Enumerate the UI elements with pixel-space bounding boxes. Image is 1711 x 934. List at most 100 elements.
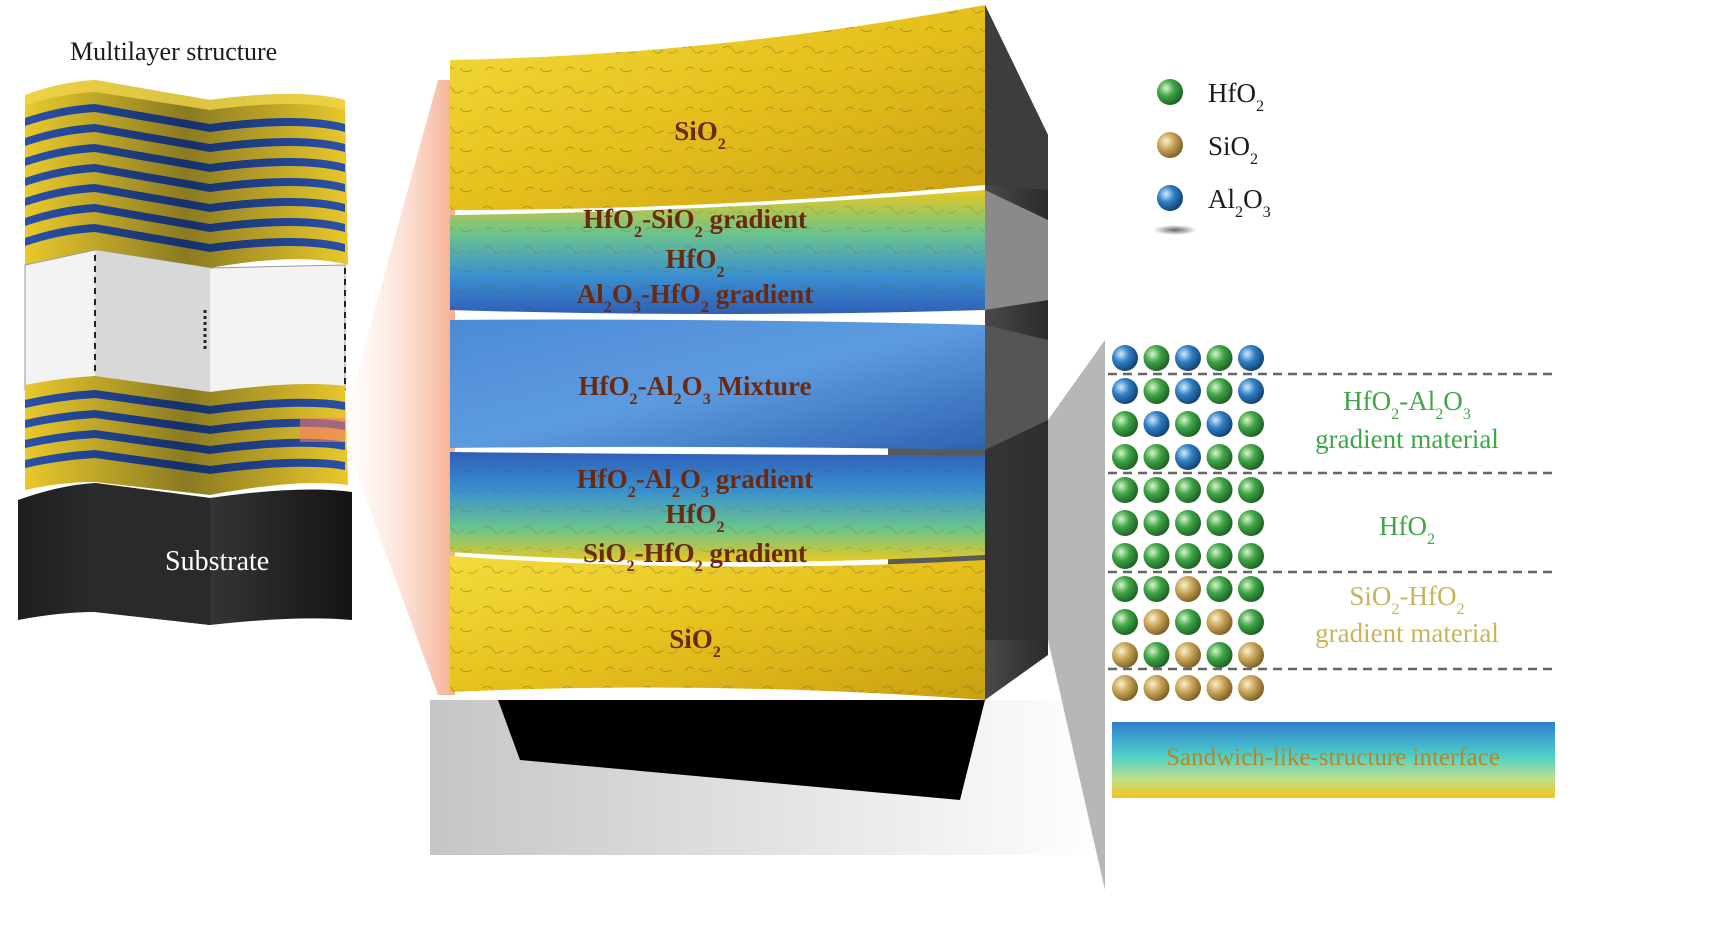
subscript: 2 — [718, 135, 726, 153]
layer-mixture — [450, 319, 1048, 450]
atom-ball — [1112, 675, 1138, 701]
atom-ball — [1143, 345, 1170, 371]
formula-part: -HfO — [1400, 581, 1457, 611]
middle-gap — [24, 249, 346, 396]
formula-part: Mixture — [711, 371, 812, 401]
subscript: 2 — [1250, 150, 1258, 168]
layer-label: HfO2-Al2O3 Mixture — [578, 371, 811, 408]
formula-part: HfO — [1343, 386, 1391, 416]
subscript: 3 — [633, 298, 641, 316]
atom-ball — [1143, 609, 1170, 635]
pillar-al2o3-stripe — [25, 184, 345, 212]
atom-ball — [1175, 510, 1201, 536]
atom-ball — [1206, 642, 1233, 668]
legend-swatch — [1157, 185, 1183, 211]
atom-ball — [1238, 477, 1264, 503]
subscript: 2 — [1235, 203, 1243, 221]
legend-label: SiO2 — [1208, 131, 1258, 168]
atom-ball — [1175, 675, 1201, 701]
formula-part: gradient — [709, 279, 813, 309]
legend-blur-mark — [1153, 225, 1197, 235]
atom-ball — [1112, 543, 1138, 569]
layer-gradient-top — [450, 190, 1048, 314]
pillar-al2o3-stripe — [25, 430, 345, 454]
atom-ball — [1206, 510, 1233, 536]
region-label: HfO2-Al2O3 — [1343, 386, 1471, 423]
formula-part: Al — [1208, 184, 1235, 214]
atom-ball — [1238, 576, 1264, 602]
multilayer-title: Multilayer structure — [70, 37, 277, 66]
formula-part: HfO — [583, 204, 634, 234]
atom-ball — [1175, 444, 1201, 470]
atom-ball — [1238, 411, 1264, 437]
left-multilayer-figure: Multilayer structure Substrate — [18, 37, 352, 625]
formula-part: gradient — [703, 204, 807, 234]
formula-part: HfO — [578, 371, 629, 401]
formula-part: SiO — [583, 538, 627, 568]
region-sublabel: gradient material — [1315, 618, 1499, 648]
region-sublabel: gradient material — [1315, 424, 1499, 454]
formula-part: -Al — [636, 464, 672, 494]
subscript: 2 — [1391, 405, 1399, 423]
atom-ball — [1206, 576, 1233, 602]
formula-part: Al — [577, 279, 604, 309]
formula-part: SiO — [674, 116, 718, 146]
formula-part: -HfO — [641, 279, 701, 309]
pillar-al2o3-stripe — [25, 390, 345, 414]
atom-ball — [1238, 609, 1264, 635]
atom-ball — [1238, 444, 1264, 470]
subscript: 2 — [716, 518, 724, 536]
atom-ball — [1112, 576, 1138, 602]
subscript: 2 — [713, 643, 721, 661]
formula-part: HfO — [1208, 78, 1256, 108]
atom-ball — [1206, 675, 1233, 701]
formula-part: gradient — [703, 538, 807, 568]
formula-part: -HfO — [635, 538, 695, 568]
layer-label: HfO2-SiO2 gradient — [583, 204, 807, 241]
layer-label: SiO2-HfO2 gradient — [583, 538, 807, 575]
layer-label: Al2O3-HfO2 gradient — [577, 279, 814, 316]
layer-label: SiO2 — [669, 624, 721, 661]
pillar-al2o3-stripe — [25, 224, 345, 252]
subscript: 2 — [604, 298, 612, 316]
pillar-al2o3-stripe — [25, 410, 345, 434]
atom-ball — [1175, 609, 1201, 635]
subscript: 2 — [1435, 405, 1443, 423]
legend-swatch — [1157, 132, 1183, 158]
bottom-stack — [25, 376, 348, 495]
atom-ball — [1143, 378, 1170, 404]
atom-ball — [1238, 642, 1264, 668]
pillar-al2o3-stripe — [25, 450, 345, 474]
subscript: 2 — [695, 557, 703, 575]
formula-part: HfO — [1379, 511, 1427, 541]
pillar-al2o3-stripe — [25, 144, 345, 172]
subscript: 2 — [628, 483, 636, 501]
substrate-label: Substrate — [165, 546, 269, 577]
atom-ball — [1112, 444, 1138, 470]
subscript: 2 — [1256, 97, 1264, 115]
region-label: HfO2 — [1379, 511, 1435, 548]
atom-ball — [1112, 510, 1138, 536]
atom-ball — [1238, 543, 1264, 569]
atom-ball — [1206, 411, 1233, 437]
atom-ball — [1112, 609, 1138, 635]
pillar-al2o3-stripe — [25, 204, 345, 232]
atom-ball — [1143, 444, 1170, 470]
zoom-highlight-box — [300, 418, 345, 442]
subscript: 2 — [634, 223, 642, 241]
subscript: 3 — [701, 483, 709, 501]
atom-ball — [1175, 411, 1201, 437]
formula-part: O — [1443, 386, 1463, 416]
subscript: 2 — [716, 263, 724, 281]
subscript: 2 — [627, 557, 635, 575]
layer-label: SiO2 — [674, 116, 726, 153]
atom-ball — [1238, 675, 1264, 701]
subscript: 2 — [672, 483, 680, 501]
layer-sio2-bottom — [450, 556, 985, 700]
formula-part: -Al — [638, 371, 674, 401]
atom-ball — [1175, 477, 1201, 503]
